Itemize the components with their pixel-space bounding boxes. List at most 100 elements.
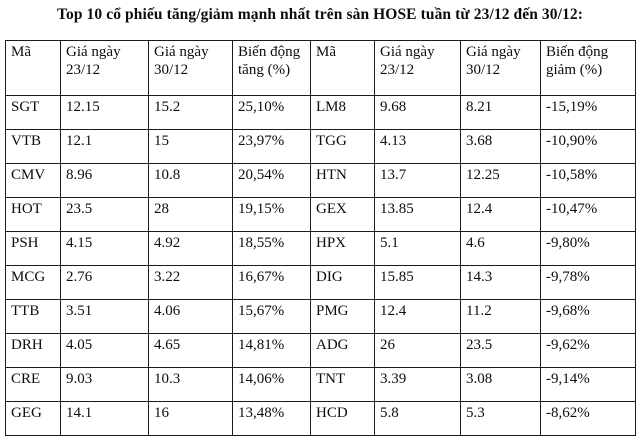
cell-losers-price-end: 4.6: [460, 231, 541, 266]
table-header: Mã Giá ngày 23/12 Giá ngày 30/12 Biến độ…: [5, 40, 636, 96]
cell-losers-price-start: 26: [374, 333, 461, 368]
cell-gainers-price-start: 23.5: [60, 197, 149, 232]
table-row: PSH 4.15 4.92 18,55% HPX 5.1 4.6 -9,80%: [5, 231, 636, 266]
cell-gainers-change: 23,97%: [232, 129, 311, 164]
cell-gainers-code: TTB: [5, 299, 61, 334]
cell-gainers-change: 14,06%: [232, 367, 311, 402]
header-losers-price-start: Giá ngày 23/12: [374, 40, 461, 96]
cell-losers-price-start: 9.68: [374, 95, 461, 130]
cell-losers-code: LM8: [310, 95, 375, 130]
cell-gainers-code: PSH: [5, 231, 61, 266]
header-losers-change: Biến động giảm (%): [540, 40, 636, 96]
cell-gainers-price-start: 12.1: [60, 129, 149, 164]
cell-losers-code: HCD: [310, 401, 375, 436]
cell-gainers-code: CRE: [5, 367, 61, 402]
cell-losers-code: ADG: [310, 333, 375, 368]
cell-gainers-price-start: 2.76: [60, 265, 149, 300]
cell-losers-code: GEX: [310, 197, 375, 232]
header-losers-code: Mã: [310, 40, 375, 96]
header-gainers-price-end: Giá ngày 30/12: [148, 40, 233, 96]
table-row: DRH 4.05 4.65 14,81% ADG 26 23.5 -9,62%: [5, 333, 636, 368]
cell-gainers-price-end: 15: [148, 129, 233, 164]
header-gainers-code: Mã: [5, 40, 61, 96]
cell-gainers-price-end: 28: [148, 197, 233, 232]
cell-gainers-code: SGT: [5, 95, 61, 130]
cell-gainers-change: 20,54%: [232, 163, 311, 198]
table-row: TTB 3.51 4.06 15,67% PMG 12.4 11.2 -9,68%: [5, 299, 636, 334]
cell-gainers-price-end: 10.8: [148, 163, 233, 198]
cell-gainers-price-end: 4.65: [148, 333, 233, 368]
cell-losers-change: -15,19%: [540, 95, 636, 130]
cell-losers-change: -9,62%: [540, 333, 636, 368]
page-title: Top 10 cổ phiếu tăng/giảm mạnh nhất trên…: [57, 6, 583, 23]
cell-losers-change: -10,90%: [540, 129, 636, 164]
cell-losers-price-start: 5.1: [374, 231, 461, 266]
cell-losers-code: HTN: [310, 163, 375, 198]
cell-losers-price-start: 12.4: [374, 299, 461, 334]
cell-gainers-code: DRH: [5, 333, 61, 368]
cell-losers-change: -8,62%: [540, 401, 636, 436]
cell-losers-change: -9,68%: [540, 299, 636, 334]
header-gainers-price-start: Giá ngày 23/12: [60, 40, 149, 96]
cell-losers-change: -9,14%: [540, 367, 636, 402]
cell-losers-price-start: 15.85: [374, 265, 461, 300]
cell-gainers-code: HOT: [5, 197, 61, 232]
cell-gainers-code: CMV: [5, 163, 61, 198]
cell-gainers-price-end: 16: [148, 401, 233, 436]
cell-gainers-price-start: 4.05: [60, 333, 149, 368]
cell-gainers-price-end: 10.3: [148, 367, 233, 402]
top-movers-table: Mã Giá ngày 23/12 Giá ngày 30/12 Biến độ…: [5, 40, 636, 436]
cell-losers-code: DIG: [310, 265, 375, 300]
table-row: VTB 12.1 15 23,97% TGG 4.13 3.68 -10,90%: [5, 129, 636, 164]
cell-gainers-change: 14,81%: [232, 333, 311, 368]
table-body: SGT 12.15 15.2 25,10% LM8 9.68 8.21 -15,19% VTB 1…: [5, 95, 636, 436]
cell-losers-code: TGG: [310, 129, 375, 164]
cell-losers-price-end: 23.5: [460, 333, 541, 368]
cell-gainers-change: 16,67%: [232, 265, 311, 300]
cell-gainers-change: 15,67%: [232, 299, 311, 334]
cell-losers-code: PMG: [310, 299, 375, 334]
cell-gainers-price-start: 3.51: [60, 299, 149, 334]
cell-losers-change: -9,78%: [540, 265, 636, 300]
cell-losers-price-start: 4.13: [374, 129, 461, 164]
table-row: CMV 8.96 10.8 20,54% HTN 13.7 12.25 -10,58%: [5, 163, 636, 198]
cell-losers-price-start: 3.39: [374, 367, 461, 402]
cell-losers-code: HPX: [310, 231, 375, 266]
table-row: CRE 9.03 10.3 14,06% TNT 3.39 3.08 -9,14%: [5, 367, 636, 402]
cell-losers-price-start: 13.7: [374, 163, 461, 198]
cell-gainers-price-start: 9.03: [60, 367, 149, 402]
cell-losers-change: -10,47%: [540, 197, 636, 232]
cell-gainers-change: 18,55%: [232, 231, 311, 266]
header-losers-price-end: Giá ngày 30/12: [460, 40, 541, 96]
cell-losers-price-end: 12.4: [460, 197, 541, 232]
cell-gainers-change: 13,48%: [232, 401, 311, 436]
cell-losers-change: -10,58%: [540, 163, 636, 198]
cell-gainers-change: 19,15%: [232, 197, 311, 232]
cell-gainers-code: VTB: [5, 129, 61, 164]
cell-gainers-price-start: 12.15: [60, 95, 149, 130]
cell-losers-price-end: 12.25: [460, 163, 541, 198]
cell-losers-change: -9,80%: [540, 231, 636, 266]
cell-losers-price-end: 14.3: [460, 265, 541, 300]
cell-gainers-price-end: 15.2: [148, 95, 233, 130]
cell-losers-price-end: 3.68: [460, 129, 541, 164]
cell-gainers-price-end: 4.92: [148, 231, 233, 266]
table-row: MCG 2.76 3.22 16,67% DIG 15.85 14.3 -9,78%: [5, 265, 636, 300]
cell-losers-price-end: 8.21: [460, 95, 541, 130]
cell-gainers-price-start: 14.1: [60, 401, 149, 436]
table-row: SGT 12.15 15.2 25,10% LM8 9.68 8.21 -15,19%: [5, 95, 636, 130]
cell-losers-price-end: 5.3: [460, 401, 541, 436]
cell-gainers-change: 25,10%: [232, 95, 311, 130]
header-row: Mã Giá ngày 23/12 Giá ngày 30/12 Biến độ…: [5, 40, 636, 96]
table-row: GEG 14.1 16 13,48% HCD 5.8 5.3 -8,62%: [5, 401, 636, 436]
header-gainers-change: Biến động tăng (%): [232, 40, 311, 96]
cell-gainers-price-end: 4.06: [148, 299, 233, 334]
cell-losers-price-end: 3.08: [460, 367, 541, 402]
cell-losers-price-start: 5.8: [374, 401, 461, 436]
cell-losers-price-start: 13.85: [374, 197, 461, 232]
cell-gainers-price-start: 4.15: [60, 231, 149, 266]
cell-gainers-code: MCG: [5, 265, 61, 300]
cell-gainers-price-start: 8.96: [60, 163, 149, 198]
cell-losers-code: TNT: [310, 367, 375, 402]
